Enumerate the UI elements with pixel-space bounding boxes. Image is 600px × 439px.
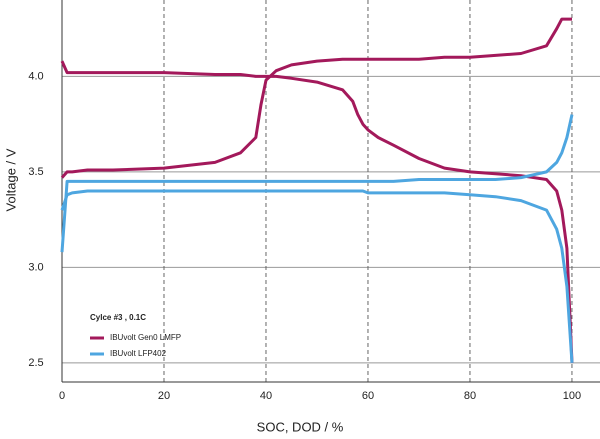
line-charge [60, 17, 572, 179]
legend-label: IBUvolt LFP402 [110, 349, 167, 358]
x-tick-label: 100 [563, 390, 581, 402]
x-axis-label: SOC, DOD / % [257, 419, 344, 434]
line-discharge [60, 189, 574, 363]
x-tick-label: 0 [59, 390, 65, 402]
y-axis-label: Voltage / V [3, 148, 18, 211]
x-tick-label: 60 [362, 390, 374, 402]
y-tick-label: 3.5 [28, 166, 43, 178]
legend-label: IBUvolt Gen0 LMFP [110, 333, 181, 342]
line-discharge [60, 60, 574, 363]
x-tick-label: 80 [464, 390, 476, 402]
x-tick-label: 40 [260, 390, 272, 402]
y-tick-label: 4.0 [28, 70, 43, 82]
legend-title: Cylce #3 , 0.1C [90, 313, 146, 322]
line-charge [60, 114, 574, 253]
x-tick-label: 20 [158, 390, 170, 402]
y-tick-label: 3.0 [28, 261, 43, 273]
y-tick-label: 2.5 [28, 357, 43, 369]
